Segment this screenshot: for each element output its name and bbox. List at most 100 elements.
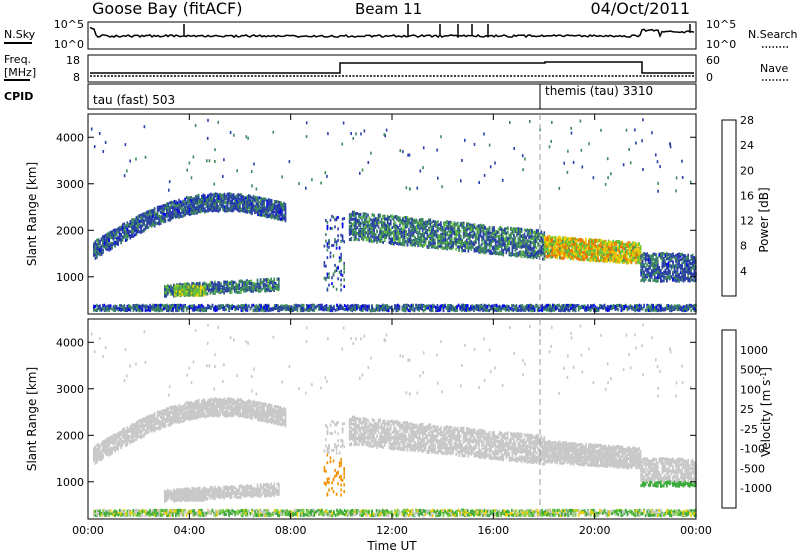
power-cell xyxy=(199,307,202,311)
power-cell xyxy=(134,225,136,229)
power-cell xyxy=(134,228,136,232)
power-cell xyxy=(114,234,116,238)
power-cell xyxy=(631,305,633,309)
power-cell xyxy=(412,305,414,308)
power-cell xyxy=(173,199,176,203)
power-cell xyxy=(606,305,609,309)
power-cell xyxy=(199,208,202,212)
power-cell xyxy=(252,308,255,312)
power-cell xyxy=(219,304,221,308)
power-cell xyxy=(270,205,273,209)
power-cell xyxy=(231,205,233,209)
power-cell xyxy=(284,218,287,222)
power-cell xyxy=(325,264,327,268)
power-cell xyxy=(170,304,173,308)
power-cell xyxy=(243,306,246,310)
power-cell xyxy=(117,308,119,312)
power-cell xyxy=(287,306,290,310)
power-cell xyxy=(264,197,267,201)
power-cell xyxy=(250,289,253,293)
power-cell xyxy=(96,253,98,257)
power-cell xyxy=(265,278,268,281)
power-cell xyxy=(356,212,359,215)
power-cell xyxy=(514,306,516,309)
power-cell xyxy=(181,215,183,218)
power-cell xyxy=(267,281,269,285)
power-cell xyxy=(614,307,616,311)
power-cell xyxy=(232,305,235,308)
power-cell xyxy=(243,281,245,285)
power-cell xyxy=(419,306,422,310)
power-cell xyxy=(371,306,373,310)
power-cell xyxy=(529,305,531,309)
power-cell xyxy=(202,200,205,204)
power-cell xyxy=(246,207,249,211)
power-cell xyxy=(147,225,150,229)
power-cell xyxy=(362,308,364,312)
power-cell xyxy=(235,305,238,309)
power-cell xyxy=(424,308,426,312)
power-cell xyxy=(135,231,138,234)
power-cell xyxy=(204,307,206,311)
power-cell xyxy=(155,213,157,217)
power-cell xyxy=(138,305,141,308)
power-cell xyxy=(93,245,95,249)
power-cell xyxy=(343,304,346,307)
power-cell xyxy=(398,307,401,311)
power-cell xyxy=(217,195,220,199)
power-cell xyxy=(341,273,344,277)
power-cell xyxy=(193,203,195,206)
power-cell xyxy=(170,211,173,215)
power-cell xyxy=(191,201,194,205)
power-cell xyxy=(323,261,326,265)
power-cell xyxy=(137,304,139,307)
power-cell xyxy=(244,282,247,286)
power-cell xyxy=(266,204,268,208)
power-cell xyxy=(182,308,185,312)
power-cell xyxy=(165,290,168,294)
power-cell xyxy=(106,240,109,244)
power-cell xyxy=(234,197,236,201)
power-cell xyxy=(350,217,353,221)
power-cell xyxy=(190,289,193,293)
power-cell xyxy=(230,280,233,284)
power-cell xyxy=(223,287,225,291)
power-cell xyxy=(535,304,537,308)
power-cell xyxy=(222,307,224,311)
power-cell xyxy=(249,282,251,286)
power-cell xyxy=(144,306,147,310)
power-cell xyxy=(156,306,159,310)
power-cell xyxy=(193,197,195,201)
power-cell xyxy=(158,217,160,221)
power-cell xyxy=(468,307,471,311)
power-cell xyxy=(301,303,303,307)
power-cell xyxy=(202,206,205,210)
power-cell xyxy=(233,280,236,284)
power-cell xyxy=(574,308,577,312)
power-cell xyxy=(269,215,271,218)
power-cell xyxy=(491,304,493,308)
power-cell xyxy=(340,258,342,262)
power-cell xyxy=(377,304,379,308)
power-cell xyxy=(108,243,110,246)
power-cell xyxy=(661,308,664,312)
power-cell xyxy=(246,304,249,308)
power-cell xyxy=(255,309,258,313)
power-cell xyxy=(341,236,344,240)
power-cell xyxy=(229,201,232,205)
power-cell xyxy=(503,307,506,311)
power-cell xyxy=(248,197,250,201)
power-cell xyxy=(108,238,110,242)
power-cell xyxy=(524,309,527,312)
power-cell xyxy=(117,235,119,239)
power-cell xyxy=(245,306,247,310)
power-cell xyxy=(681,306,683,310)
power-cell xyxy=(164,288,166,292)
power-cell xyxy=(544,304,547,308)
power-cell xyxy=(261,287,263,291)
power-cell xyxy=(255,289,257,292)
power-cell xyxy=(486,308,489,312)
power-cell xyxy=(348,224,351,228)
power-cell xyxy=(147,221,150,225)
power-cell xyxy=(346,304,349,308)
